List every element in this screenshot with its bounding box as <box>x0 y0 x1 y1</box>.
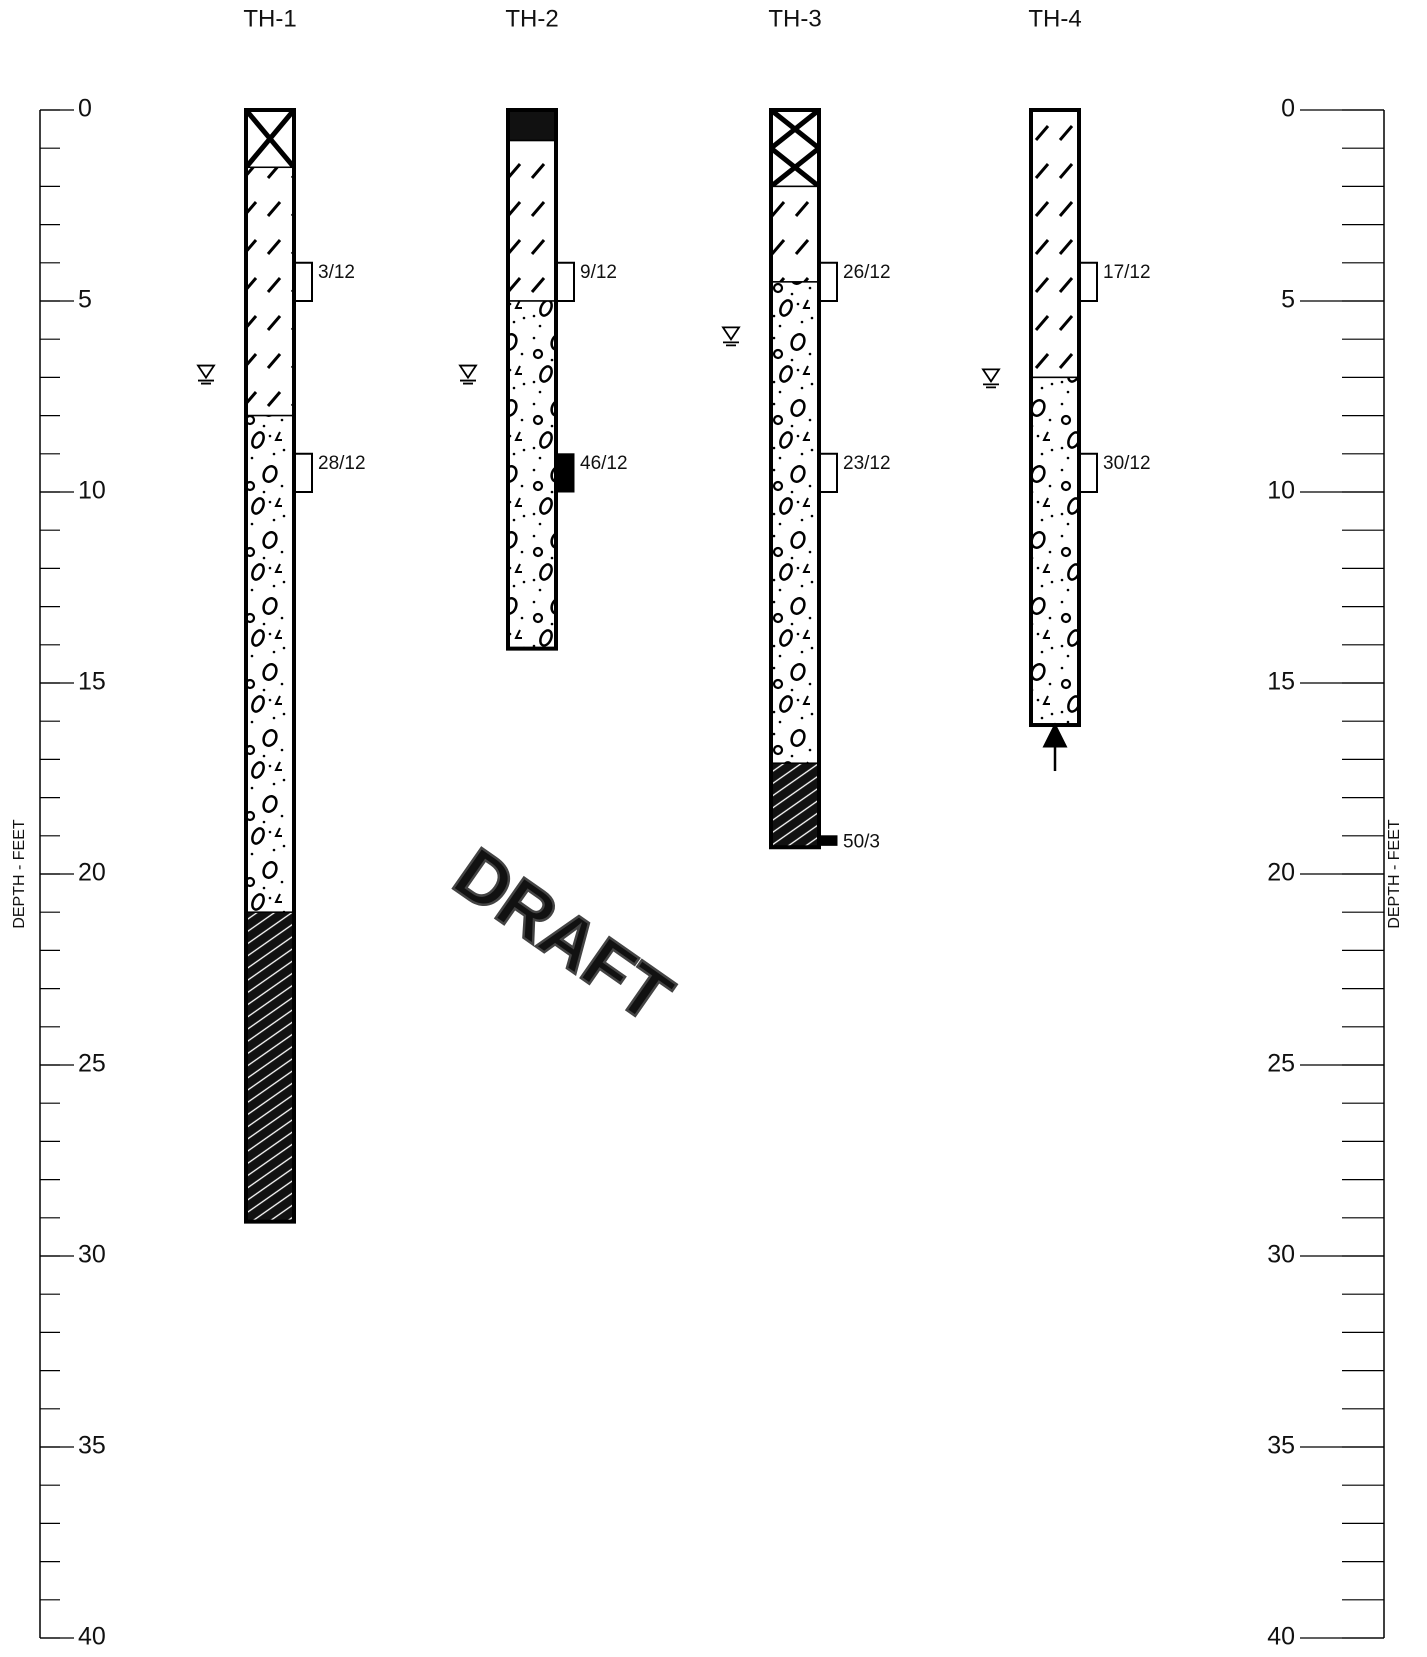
soil-layer <box>508 301 556 649</box>
soil-layer <box>1031 377 1079 725</box>
sample-interval <box>819 263 837 301</box>
axis-title: DEPTH - FEET <box>11 819 28 929</box>
tick-label: 35 <box>78 1432 106 1460</box>
blow-count: 23/12 <box>843 453 891 474</box>
tick-label: 30 <box>78 1241 106 1269</box>
tick-label: 40 <box>78 1623 106 1651</box>
tick-label: 10 <box>78 477 106 505</box>
tick-label: 35 <box>1267 1432 1295 1460</box>
tick-label: 10 <box>1267 477 1295 505</box>
boring-log: 0 0 5 5 10 10 15 15 20 20 25 25 30 30 35 35 40 40 DEPTH - … <box>0 0 1427 1657</box>
sample-interval <box>819 836 837 846</box>
page: 0 0 5 5 10 10 15 15 20 20 25 25 30 30 35 35 40 40 DEPTH - … <box>0 0 1427 1657</box>
sample-interval <box>1079 454 1097 492</box>
water-level <box>198 366 214 384</box>
water-level <box>460 366 476 384</box>
tick-label: 20 <box>1267 859 1295 887</box>
sample-interval <box>556 263 574 301</box>
sample-interval <box>819 454 837 492</box>
soil-layer <box>246 912 294 1221</box>
sample-interval <box>1079 263 1097 301</box>
boring-name: TH-1 <box>243 5 296 32</box>
boring-name: TH-4 <box>1028 5 1081 32</box>
tick-label: 15 <box>78 668 106 696</box>
water-level <box>723 327 739 345</box>
soil-layer <box>508 141 556 301</box>
tick-label: 20 <box>78 859 106 887</box>
soil-layer <box>771 282 819 763</box>
blow-count: 3/12 <box>318 262 355 283</box>
blow-count: 26/12 <box>843 262 891 283</box>
blow-count: 46/12 <box>580 453 628 474</box>
soil-layer <box>246 416 294 913</box>
boring-name: TH-2 <box>505 5 558 32</box>
soil-layer <box>771 186 819 282</box>
axis-title: DEPTH - FEET <box>1386 819 1403 929</box>
tick-label: 15 <box>1267 668 1295 696</box>
sample-interval <box>294 454 312 492</box>
sample-interval <box>294 263 312 301</box>
blow-count: 9/12 <box>580 262 617 283</box>
tick-label: 25 <box>1267 1050 1295 1078</box>
tick-label: 40 <box>1267 1623 1295 1651</box>
tick-label: 30 <box>1267 1241 1295 1269</box>
soil-layer <box>246 167 294 415</box>
water-level <box>983 369 999 387</box>
tick-label: 0 <box>78 95 92 123</box>
tick-label: 25 <box>78 1050 106 1078</box>
blow-count: 50/3 <box>843 832 880 853</box>
soil-layer <box>771 763 819 847</box>
soil-layer <box>508 110 556 141</box>
sample-interval <box>556 454 574 492</box>
tick-label: 0 <box>1281 95 1295 123</box>
content: 0 0 5 5 10 10 15 15 20 20 25 25 30 30 35 35 40 40 DEPTH - … <box>11 5 1403 1650</box>
tick-label: 5 <box>1281 286 1295 314</box>
blow-count: 17/12 <box>1103 262 1151 283</box>
boring-name: TH-3 <box>768 5 821 32</box>
blow-count: 28/12 <box>318 453 366 474</box>
soil-layer <box>771 110 819 186</box>
tick-label: 5 <box>78 286 92 314</box>
watermark: DRAFT <box>440 833 686 1038</box>
soil-layer <box>1031 110 1079 377</box>
blow-count: 30/12 <box>1103 453 1151 474</box>
